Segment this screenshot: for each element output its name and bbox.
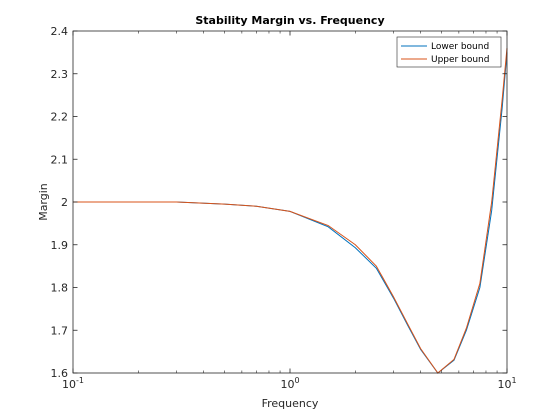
x-tick-label-exponent: -1: [76, 376, 84, 385]
y-axis-label: Margin: [37, 183, 50, 221]
series-layer: [73, 48, 508, 374]
y-tick-label: 1.7: [51, 324, 69, 337]
y-tick-label: 2.2: [51, 111, 69, 124]
chart-title: Stability Margin vs. Frequency: [195, 14, 384, 27]
legend: Lower bound Upper bound: [396, 36, 502, 68]
legend-box: [396, 36, 502, 68]
x-tick-label: 101: [497, 376, 516, 391]
x-tick-label: 100: [280, 376, 299, 391]
legend-label: Lower bound: [431, 42, 489, 52]
x-tick-label-base: 10: [497, 378, 511, 391]
x-axis-label: Frequency: [262, 397, 319, 410]
x-tick-label-exponent: 0: [294, 376, 299, 385]
x-tick-label-base: 10: [62, 378, 76, 391]
y-tick-label: 1.8: [51, 282, 69, 295]
y-tick-label: 2: [61, 196, 68, 209]
legend-label: Upper bound: [431, 55, 489, 65]
y-tick-label: 2.4: [51, 25, 69, 38]
y-tick-label: 2.3: [51, 68, 69, 81]
x-tick-label-exponent: 1: [511, 376, 516, 385]
series-line-upper-bound: [73, 48, 508, 374]
x-tick-label: 10-1: [62, 376, 84, 391]
x-tick-label-base: 10: [280, 378, 294, 391]
y-tick-label: 1.9: [51, 239, 69, 252]
y-tick-label: 1.6: [51, 367, 69, 380]
y-tick-label: 2.1: [51, 153, 69, 166]
